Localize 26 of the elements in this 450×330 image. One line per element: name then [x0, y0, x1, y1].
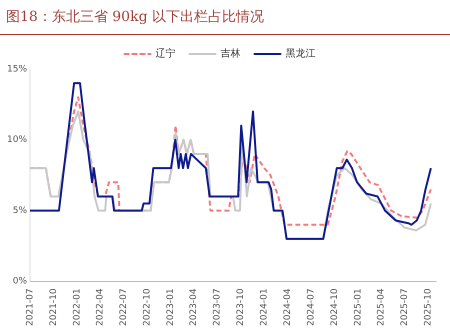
x-tick-label: 2023-07: [212, 288, 222, 326]
x-tick-label: 2025-01: [353, 288, 364, 326]
x-tick-label: 2022-07: [118, 288, 129, 326]
x-tick-label: 2021-10: [48, 288, 59, 326]
x-tick-label: 2025-07: [400, 288, 410, 326]
x-tick-label: 2024-10: [330, 288, 340, 326]
x-tick-label: 2023-01: [166, 288, 176, 326]
x-tick-label: 2024-07: [306, 288, 316, 326]
x-tick-label: 2023-04: [189, 288, 200, 326]
x-tick-label: 2025-04: [376, 288, 386, 326]
x-tick-label: 2021-07: [25, 288, 36, 326]
y-tick-label: 0%: [12, 276, 28, 287]
x-tick-label: 2022-01: [72, 288, 83, 326]
y-tick-label: 5%: [12, 206, 28, 216]
x-tick-label: 2024-01: [260, 288, 270, 326]
chart-title: 图18：东北三省 90kg 以下出栏占比情况: [0, 0, 450, 35]
x-tick-label: 2024-04: [282, 288, 293, 326]
legend-label: 吉林: [220, 48, 240, 60]
legend-label: 黑龙江: [286, 48, 316, 60]
x-tick-label: 2023-10: [236, 288, 246, 326]
x-tick-label: 2022-10: [142, 288, 152, 326]
y-tick-label: 10%: [6, 135, 28, 146]
legend-label: 辽宁: [156, 48, 176, 60]
y-tick-label: 15%: [6, 64, 28, 74]
x-tick-label: 2022-04: [96, 288, 106, 326]
x-tick-label: 2025-10: [423, 288, 434, 326]
